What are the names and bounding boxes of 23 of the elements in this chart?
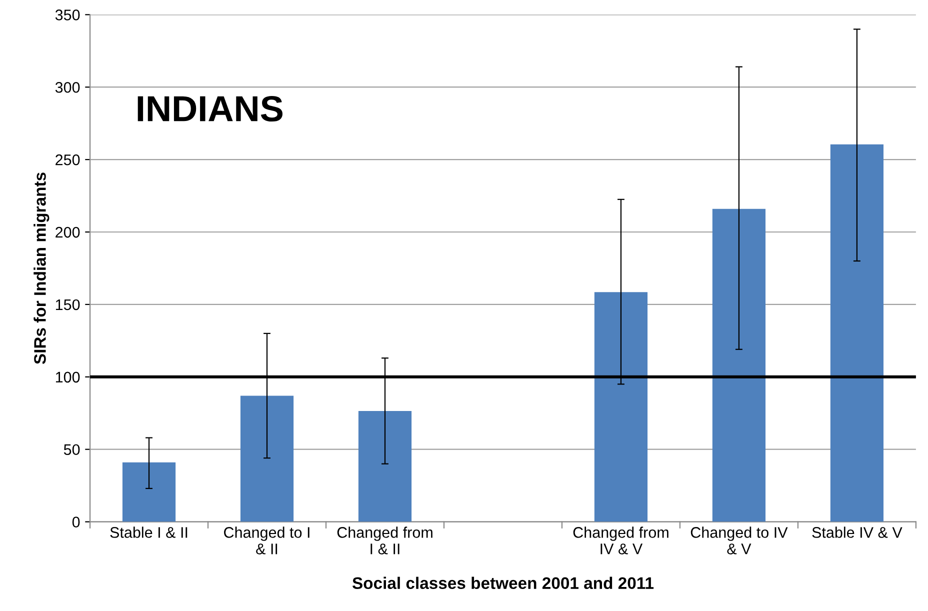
x-tick-label: Changed from I & II bbox=[337, 526, 432, 554]
x-tick-label: Changed to I & II bbox=[224, 526, 310, 554]
bar bbox=[122, 462, 176, 522]
y-tick-label: 350 bbox=[55, 10, 80, 20]
y-tick-label: 50 bbox=[64, 444, 80, 456]
x-tick-label: Stable I & II bbox=[110, 526, 188, 538]
y-tick-label: 0 bbox=[72, 516, 80, 528]
y-tick-label: 300 bbox=[55, 82, 80, 93]
y-tick-label: 150 bbox=[56, 299, 80, 310]
y-tick-label: 250 bbox=[56, 154, 80, 166]
annotation: INDIANS bbox=[138, 96, 282, 122]
bar bbox=[712, 208, 766, 522]
bar bbox=[240, 396, 294, 522]
bar bbox=[358, 410, 412, 522]
x-tick-label: Changed to IV & V bbox=[690, 526, 788, 554]
y-tick-label: 100 bbox=[56, 372, 80, 383]
x-tick-label: Stable IV & V bbox=[812, 526, 902, 538]
bar bbox=[830, 144, 884, 522]
bar bbox=[594, 292, 648, 522]
x-tick-label: Changed from IV & V bbox=[573, 526, 668, 554]
y-tick-label: 200 bbox=[56, 226, 80, 238]
x-axis-title: Social classes between 2001 and 2011 bbox=[352, 576, 654, 590]
y-axis-title: SIRs for Indian migrants bbox=[34, 172, 50, 364]
